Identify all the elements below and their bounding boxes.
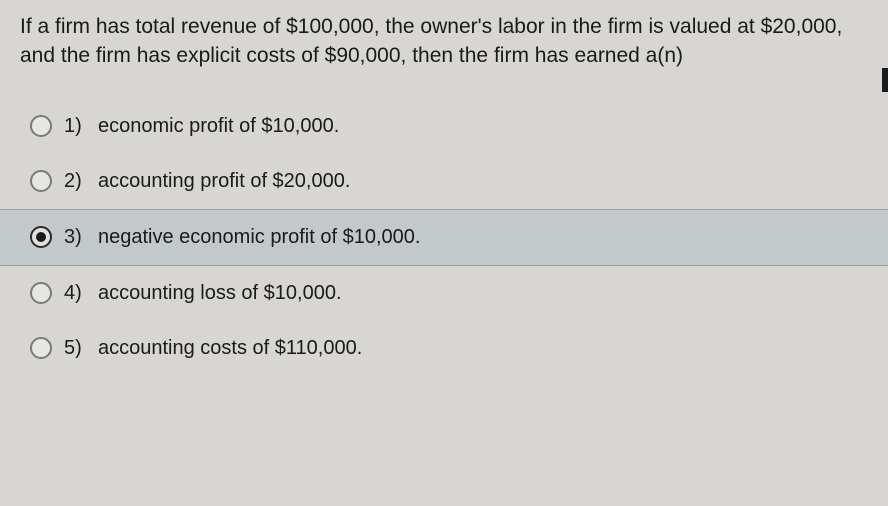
options-list: 1) economic profit of $10,000. 2) accoun… bbox=[18, 99, 870, 376]
option-row-2[interactable]: 2) accounting profit of $20,000. bbox=[18, 154, 870, 209]
option-text: negative economic profit of $10,000. bbox=[98, 226, 420, 249]
radio-icon[interactable] bbox=[30, 170, 52, 192]
option-row-4[interactable]: 4) accounting loss of $10,000. bbox=[18, 266, 870, 321]
option-text: economic profit of $10,000. bbox=[98, 115, 339, 138]
option-number: 2) bbox=[64, 170, 86, 193]
option-row-1[interactable]: 1) economic profit of $10,000. bbox=[18, 99, 870, 154]
partial-edge-mark bbox=[882, 68, 888, 92]
option-number: 3) bbox=[64, 226, 86, 249]
option-row-5[interactable]: 5) accounting costs of $110,000. bbox=[18, 321, 870, 376]
option-number: 1) bbox=[64, 115, 86, 138]
option-text: accounting profit of $20,000. bbox=[98, 170, 350, 193]
option-number: 5) bbox=[64, 337, 86, 360]
option-row-3[interactable]: 3) negative economic profit of $10,000. bbox=[0, 209, 888, 266]
radio-icon[interactable] bbox=[30, 115, 52, 137]
radio-icon[interactable] bbox=[30, 282, 52, 304]
radio-icon[interactable] bbox=[30, 337, 52, 359]
option-text: accounting loss of $10,000. bbox=[98, 282, 342, 305]
radio-dot-icon bbox=[36, 232, 46, 242]
quiz-container: If a firm has total revenue of $100,000,… bbox=[0, 0, 888, 376]
option-number: 4) bbox=[64, 282, 86, 305]
option-text: accounting costs of $110,000. bbox=[98, 337, 362, 360]
radio-icon[interactable] bbox=[30, 226, 52, 248]
question-text: If a firm has total revenue of $100,000,… bbox=[18, 12, 870, 71]
